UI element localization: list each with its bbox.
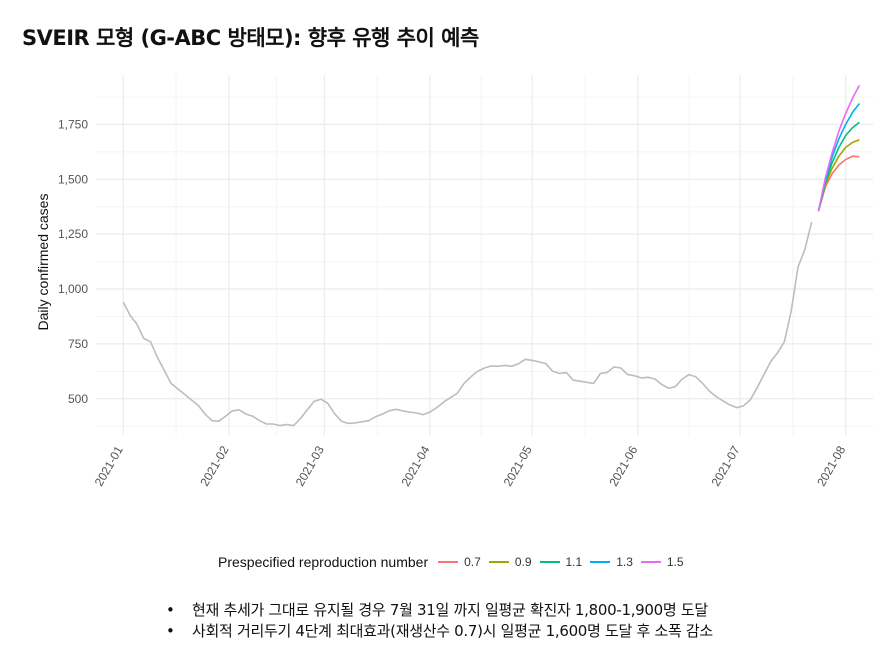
legend-label: 0.9 [514, 555, 532, 569]
legend-swatch [438, 561, 459, 563]
forecast-series-line [817, 84, 861, 212]
grid-layer [96, 75, 873, 435]
x-tick-label: 2021-07 [709, 443, 743, 488]
x-tick-label: 2021-03 [293, 443, 327, 488]
y-tick-label: 1,250 [58, 227, 88, 241]
x-tick-label: 2021-08 [814, 443, 848, 488]
legend-item: 0.9 [488, 555, 532, 569]
y-tick-label: 1,000 [58, 282, 88, 296]
y-tick-label: 1,750 [58, 117, 88, 131]
y-tick-label: 1,500 [58, 172, 88, 186]
legend-swatch [590, 561, 611, 563]
notes-list: 현재 추세가 그대로 유지될 경우 7월 31일 까지 일평균 확진자 1,80… [160, 600, 713, 642]
legend: Prespecified reproduction number 0.7 0.9 1… [218, 551, 692, 573]
legend-label: 1.3 [616, 555, 633, 569]
x-tick-label: 2021-02 [197, 443, 231, 488]
legend-label: 1.5 [666, 555, 684, 569]
legend-item: 0.7 [438, 555, 481, 569]
note-item: 현재 추세가 그대로 유지될 경우 7월 31일 까지 일평균 확진자 1,80… [160, 600, 713, 621]
legend-swatch [488, 561, 509, 563]
legend-label: 0.7 [464, 555, 481, 569]
x-tick-label: 2021-01 [92, 443, 126, 488]
legend-items: 0.7 0.9 1.1 1.3 1.5 [438, 555, 691, 569]
x-tick-label: 2021-05 [501, 443, 535, 488]
x-tick-label: 2021-04 [398, 443, 432, 488]
legend-title: Prespecified reproduction number [218, 554, 429, 570]
line-layer [122, 84, 861, 427]
chart-canvas: 500 750 1,000 1,250 1,500 1,750 2021-01 2021-02… [35, 75, 873, 489]
forecast-series-line [817, 121, 860, 212]
legend-swatch [539, 561, 560, 563]
y-tick-label: 750 [68, 337, 88, 351]
legend-item: 1.1 [539, 555, 583, 569]
legend-swatch [640, 561, 661, 563]
legend-item: 1.5 [640, 555, 684, 569]
note-item: 사회적 거리두기 4단계 최대효과(재생산수 0.7)시 일평균 1,600명 … [160, 621, 713, 642]
legend-item: 1.3 [590, 555, 633, 569]
y-axis-label: Daily confirmed cases [35, 194, 51, 331]
x-tick-label: 2021-06 [606, 443, 640, 488]
chart-title: SVEIR 모형 (G-ABC 방태모): 향후 유행 추이 예측 [22, 26, 479, 50]
legend-label: 1.1 [565, 555, 583, 569]
forecast-series-line [817, 139, 860, 212]
observed-series-line [122, 221, 813, 427]
y-tick-label: 500 [68, 392, 88, 406]
